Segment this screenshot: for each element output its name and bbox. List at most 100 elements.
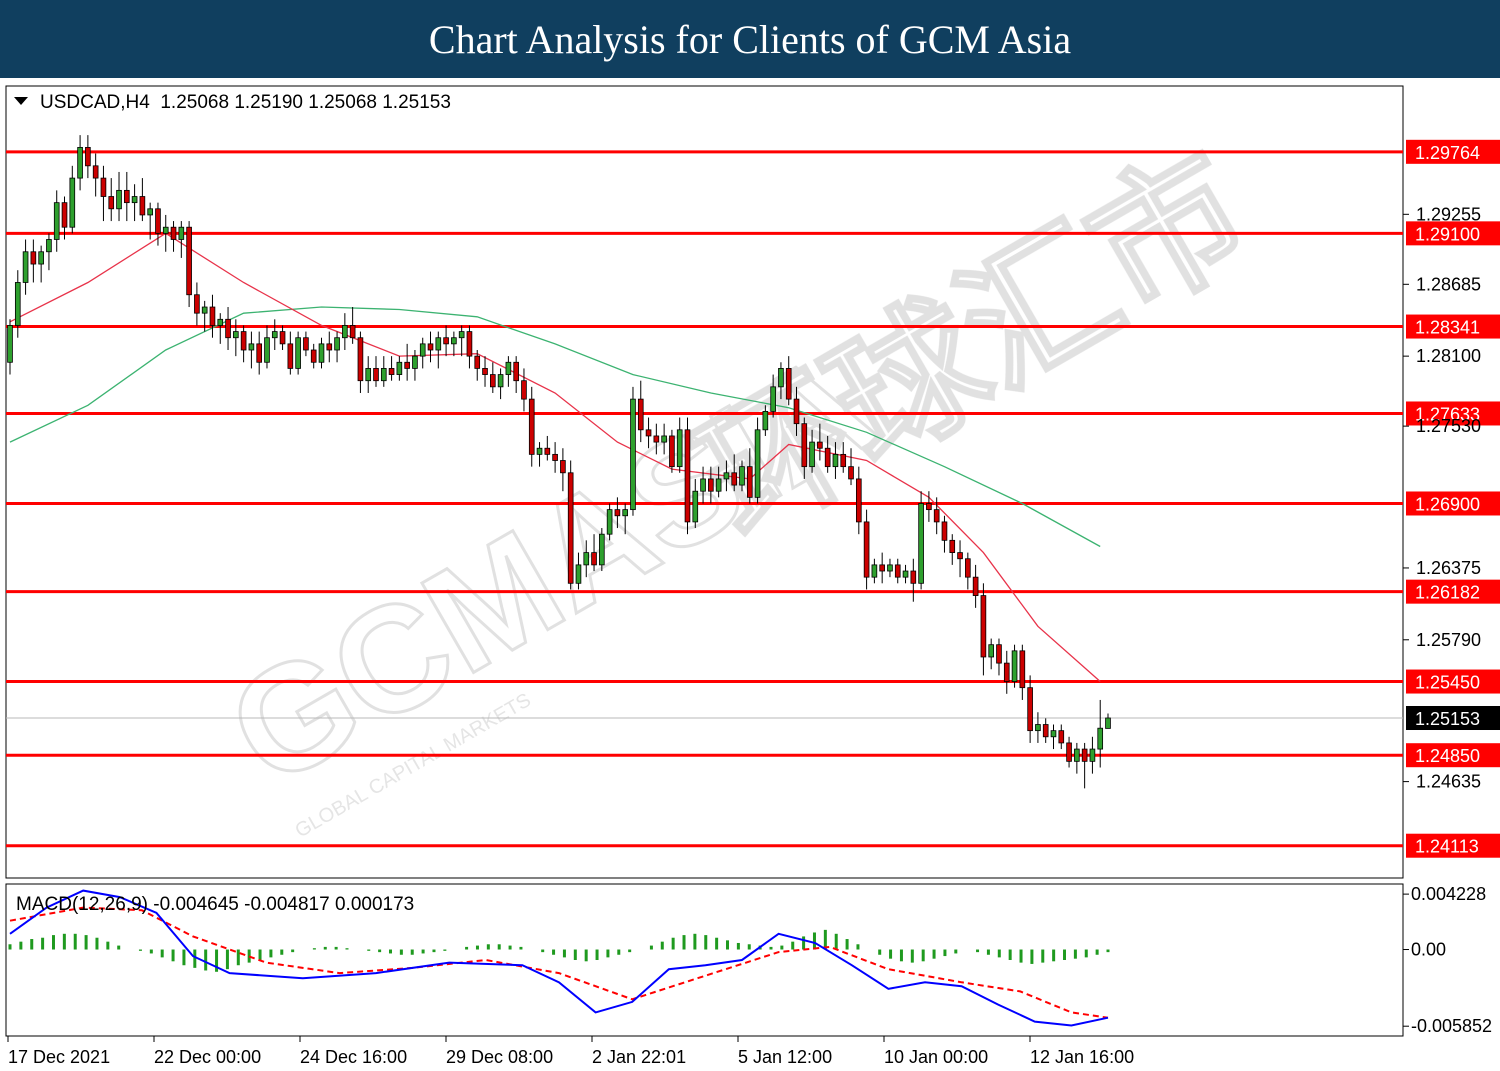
macd-indicator: 0.004228 0.00 -0.005852 (8, 884, 1492, 1036)
candle (466, 325, 473, 369)
candle (575, 552, 582, 590)
candle (887, 558, 893, 578)
candle (1042, 718, 1049, 743)
candle (108, 178, 115, 222)
candle (342, 313, 348, 350)
candle-body-bull (832, 453, 839, 468)
level-label-box (1406, 221, 1500, 246)
candle-body-bear (552, 453, 558, 461)
candle-body-bear (996, 644, 1002, 664)
candle (692, 478, 699, 529)
candle-body-bear (521, 380, 527, 400)
candle (233, 319, 239, 357)
candle (793, 386, 800, 436)
candle (256, 331, 263, 375)
candle (863, 509, 870, 590)
candle-body-bull (988, 644, 995, 658)
x-tick-label: 22 Dec 00:00 (154, 1047, 261, 1067)
candle (521, 368, 527, 412)
level-label-box (1406, 669, 1500, 694)
candle-body-bear (746, 466, 753, 498)
candle (373, 356, 379, 387)
ma-fast-line (9, 232, 1101, 682)
symbol-dropdown-icon[interactable] (14, 97, 28, 105)
level-label-box (1406, 314, 1500, 339)
level-label-box (1406, 491, 1500, 516)
candle (396, 356, 403, 381)
candle-body-bull (1050, 730, 1057, 738)
candle-body-bear (108, 196, 115, 210)
candle (622, 503, 629, 535)
candle-body-bear (155, 208, 161, 234)
current-price-label: 1.25153 (1415, 709, 1480, 729)
candle-body-bear (645, 429, 652, 437)
x-tick-label: 17 Dec 2021 (8, 1047, 110, 1067)
candle-body-bull (69, 177, 76, 228)
candle (287, 331, 294, 375)
candle-body-bear (123, 189, 130, 204)
candle (972, 564, 979, 608)
candle-body-bull (435, 337, 442, 351)
candle (92, 153, 99, 197)
candle-body-bear (279, 331, 286, 345)
level-label: 1.26182 (1415, 583, 1480, 603)
candle (225, 307, 231, 350)
level-label: 1.29100 (1415, 224, 1480, 244)
y-tick-label: 1.25790 (1416, 630, 1481, 650)
macd-y-tick-label: 0.00 (1411, 940, 1446, 960)
candle (591, 534, 597, 572)
candle-body-bull (887, 564, 893, 572)
candle-body-bear (170, 226, 177, 240)
level-label: 1.25450 (1415, 673, 1480, 693)
candle (380, 356, 387, 387)
macd-y-tick-label: 0.004228 (1411, 884, 1486, 904)
y-tick-label: 1.29255 (1416, 204, 1481, 224)
candle-body-bear (863, 521, 870, 578)
candle-body-bull (700, 478, 706, 492)
candle-body-bull (318, 343, 325, 363)
candle (700, 466, 706, 504)
y-tick-label: 1.26375 (1416, 558, 1481, 578)
candle-body-bull (505, 361, 512, 375)
candle (162, 214, 169, 252)
symbol-header: USDCAD,H4 1.25068 1.25190 1.25068 1.2515… (40, 92, 451, 113)
candle-body-bull (412, 355, 418, 369)
candle (186, 221, 192, 308)
candle (295, 331, 301, 375)
candle (560, 448, 566, 492)
candle (918, 491, 924, 590)
candle-body-bear (256, 343, 263, 363)
candle-body-bear (489, 374, 496, 388)
candle (365, 356, 372, 393)
candle (965, 552, 971, 590)
candle (489, 362, 496, 393)
candle (271, 319, 278, 350)
candle (474, 350, 481, 381)
candle (303, 331, 309, 357)
candle (435, 331, 442, 369)
candle-body-bear (910, 570, 917, 584)
candle (879, 552, 885, 584)
candle (53, 190, 60, 252)
candle (1035, 712, 1041, 743)
candle (684, 417, 691, 535)
candle (894, 558, 901, 584)
candle-body-bear (443, 337, 449, 345)
candle (209, 294, 216, 338)
candle (801, 417, 808, 479)
candle-body-bear (941, 521, 948, 541)
candle-body-bear (474, 355, 481, 369)
candle (871, 558, 878, 584)
candle (427, 331, 434, 363)
candle (832, 442, 839, 479)
candle (497, 368, 504, 400)
candle-body-bear (965, 558, 971, 578)
candle (505, 356, 512, 387)
candle-body-bull (451, 337, 457, 345)
candle (61, 196, 68, 240)
candle-body-bear (373, 368, 379, 382)
level-label: 1.24113 (1415, 837, 1479, 857)
candle-body-bear (466, 331, 473, 357)
candle-body-bull (497, 374, 504, 388)
candle (676, 417, 683, 473)
